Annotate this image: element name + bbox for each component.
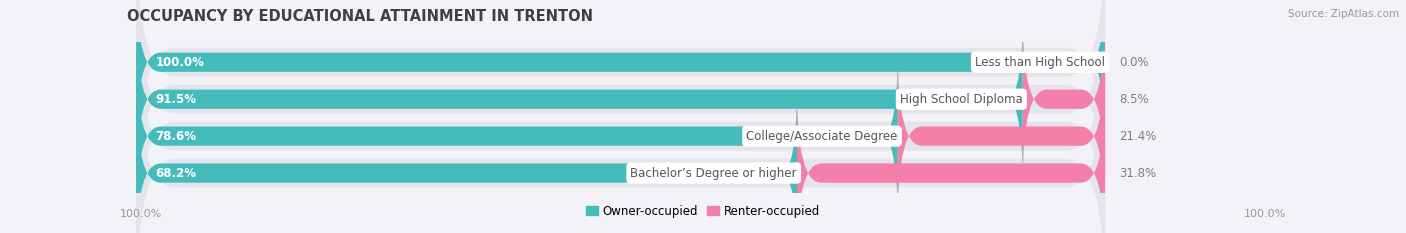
Legend: Owner-occupied, Renter-occupied: Owner-occupied, Renter-occupied — [581, 200, 825, 223]
Text: College/Associate Degree: College/Associate Degree — [747, 130, 898, 143]
Text: High School Diploma: High School Diploma — [900, 93, 1022, 106]
Text: OCCUPANCY BY EDUCATIONAL ATTAINMENT IN TRENTON: OCCUPANCY BY EDUCATIONAL ATTAINMENT IN T… — [127, 9, 592, 24]
FancyBboxPatch shape — [136, 0, 1105, 233]
FancyBboxPatch shape — [136, 0, 1105, 196]
Text: 100.0%: 100.0% — [1244, 209, 1286, 219]
FancyBboxPatch shape — [136, 40, 1105, 233]
Text: 78.6%: 78.6% — [156, 130, 197, 143]
Text: 100.0%: 100.0% — [156, 56, 204, 69]
FancyBboxPatch shape — [1022, 17, 1105, 182]
Text: 91.5%: 91.5% — [156, 93, 197, 106]
FancyBboxPatch shape — [136, 0, 1105, 145]
FancyBboxPatch shape — [898, 53, 1105, 219]
Text: 0.0%: 0.0% — [1119, 56, 1149, 69]
FancyBboxPatch shape — [797, 90, 1105, 233]
Text: 8.5%: 8.5% — [1119, 93, 1149, 106]
Text: 31.8%: 31.8% — [1119, 167, 1157, 180]
FancyBboxPatch shape — [136, 53, 898, 219]
Text: 21.4%: 21.4% — [1119, 130, 1157, 143]
Text: Less than High School: Less than High School — [976, 56, 1105, 69]
FancyBboxPatch shape — [136, 17, 1022, 182]
Text: 68.2%: 68.2% — [156, 167, 197, 180]
Text: Source: ZipAtlas.com: Source: ZipAtlas.com — [1288, 9, 1399, 19]
Text: Bachelor’s Degree or higher: Bachelor’s Degree or higher — [630, 167, 797, 180]
Text: 100.0%: 100.0% — [120, 209, 162, 219]
FancyBboxPatch shape — [136, 3, 1105, 233]
FancyBboxPatch shape — [136, 90, 797, 233]
